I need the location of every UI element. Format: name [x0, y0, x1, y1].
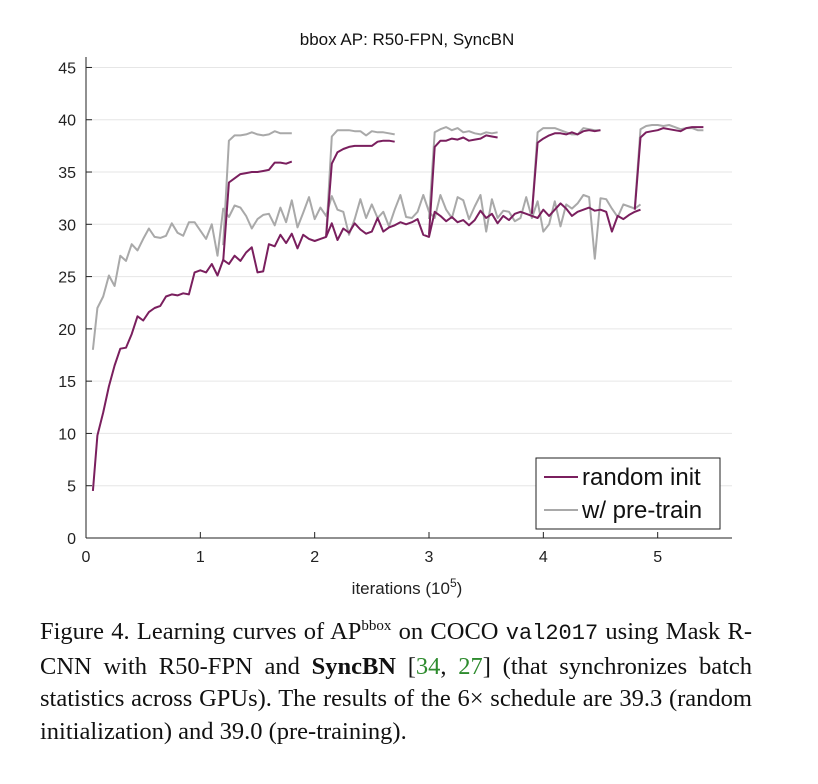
y-tick-label: 30 — [58, 217, 76, 234]
x-tick-label: 4 — [539, 549, 548, 566]
series-line-random-init — [91, 202, 641, 491]
citation-link[interactable]: 27 — [458, 652, 483, 680]
y-tick-label: 25 — [58, 270, 76, 287]
y-tick-label: 45 — [58, 60, 76, 77]
series-line-random-init — [633, 126, 704, 210]
legend-box — [535, 457, 721, 530]
axes-frame — [85, 57, 732, 539]
x-tick-label: 2 — [310, 549, 319, 566]
y-tick-label: 5 — [67, 479, 76, 496]
series-line-w-pre-train — [91, 194, 642, 350]
series-line-w-pre-train — [222, 130, 292, 246]
figure-caption: Figure 4. Learning curves of APbbox on C… — [40, 617, 752, 745]
series-line-random-init — [222, 160, 293, 261]
x-tick-label: 3 — [425, 549, 434, 566]
legend-label-pre-train: w/ pre-train — [581, 497, 702, 524]
y-tick-label: 10 — [58, 426, 76, 443]
y-tick-label: 35 — [58, 165, 76, 182]
series-lines — [91, 124, 704, 491]
legend-label-random-init: random init — [582, 464, 701, 491]
x-tick-label: 0 — [82, 549, 91, 566]
learning-curve-chart: bbox AP: R50-FPN, SyncBN 051015202530354… — [58, 30, 732, 598]
citation-link[interactable]: 34 — [415, 652, 441, 680]
x-axis-label: iterations (105) — [352, 576, 463, 598]
y-tick-label: 0 — [67, 531, 76, 548]
y-axis-ticks: 0 5 10 15 20 25 30 35 40 45 — [58, 60, 92, 548]
series-line-w-pre-train — [428, 126, 498, 220]
legend: random init w/ pre-train — [535, 457, 721, 530]
chart-title: bbox AP: R50-FPN, SyncBN — [300, 30, 514, 49]
series-line-random-init — [325, 139, 395, 237]
x-axis-ticks: 0 1 2 3 4 5 — [82, 532, 662, 566]
series-line-w-pre-train — [633, 124, 704, 208]
series-line-random-init — [428, 134, 498, 235]
y-tick-label: 40 — [58, 113, 76, 130]
y-tick-label: 20 — [58, 322, 76, 339]
series-line-w-pre-train — [325, 129, 395, 237]
x-tick-label: 1 — [196, 549, 205, 566]
y-tick-label: 15 — [58, 374, 76, 391]
series-line-random-init — [530, 129, 601, 214]
gridlines — [86, 66, 732, 487]
x-tick-label: 5 — [653, 549, 662, 566]
